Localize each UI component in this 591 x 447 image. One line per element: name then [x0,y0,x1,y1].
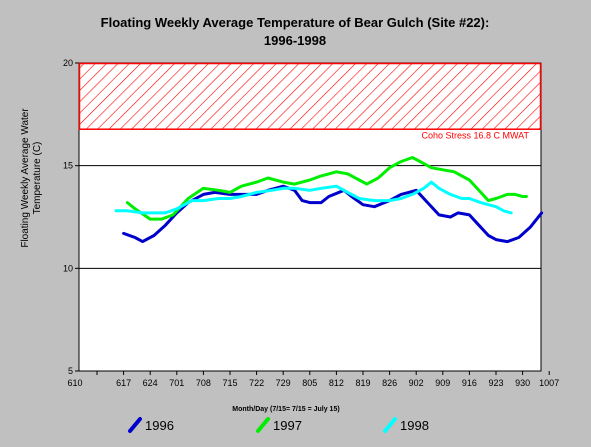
x-tick-label: 624 [143,378,158,388]
x-tick-label: 916 [462,378,477,388]
x-tick-label: 708 [196,378,211,388]
y-axis-label-line2: Temperature (C) [32,142,43,215]
x-tick-label: 819 [355,378,370,388]
chart-title-line1: Floating Weekly Average Temperature of B… [101,15,490,30]
x-tick-label: 722 [249,378,264,388]
legend-swatch-1998 [383,417,397,433]
legend-swatch-1997 [256,417,270,433]
legend-label-1997: 1997 [273,418,302,433]
y-tick-label: 20 [63,58,73,68]
x-tick-label: 812 [329,378,344,388]
x-tick-label: 701 [169,378,184,388]
coho-stress-label: Coho Stress 16.8 C MWAT [421,131,529,141]
y-tick-label: 10 [63,263,73,273]
series-lines [114,156,544,244]
chart-title-line2: 1996-1998 [264,33,326,48]
x-axis-ticks: 610 617 624 701 708 715 722 729 805 812 819 826 902 9… [67,371,559,388]
x-tick-label: 610 [67,378,82,388]
y-tick-label: 15 [63,161,73,171]
x-tick-label: 729 [276,378,291,388]
x-tick-label: 930 [515,378,530,388]
legend-swatch-1996 [128,417,142,433]
x-tick-label: 902 [409,378,424,388]
coho-stress-zone [78,62,542,130]
x-tick-label: 617 [116,378,131,388]
series-line-1998 [114,180,513,215]
series-line-1997 [125,156,528,221]
x-tick-label: 826 [382,378,397,388]
x-tick-label: 805 [302,378,317,388]
legend: 1996 1997 1998 [128,417,429,433]
x-tick-label: 1007 [539,378,559,388]
x-tick-label: 715 [222,378,237,388]
grid-lines [79,165,541,269]
x-tick-label: 909 [435,378,450,388]
y-axis-label-line1: Floating Weekly Average Water [20,108,31,248]
y-axis-ticks: 5 10 15 20 [63,58,79,376]
x-axis-label: Month/Day (7/15= 7/15 = July 15) [232,406,339,413]
legend-label-1998: 1998 [400,418,429,433]
x-tick-label: 923 [488,378,503,388]
legend-label-1996: 1996 [145,418,174,433]
y-tick-label: 5 [68,366,73,376]
